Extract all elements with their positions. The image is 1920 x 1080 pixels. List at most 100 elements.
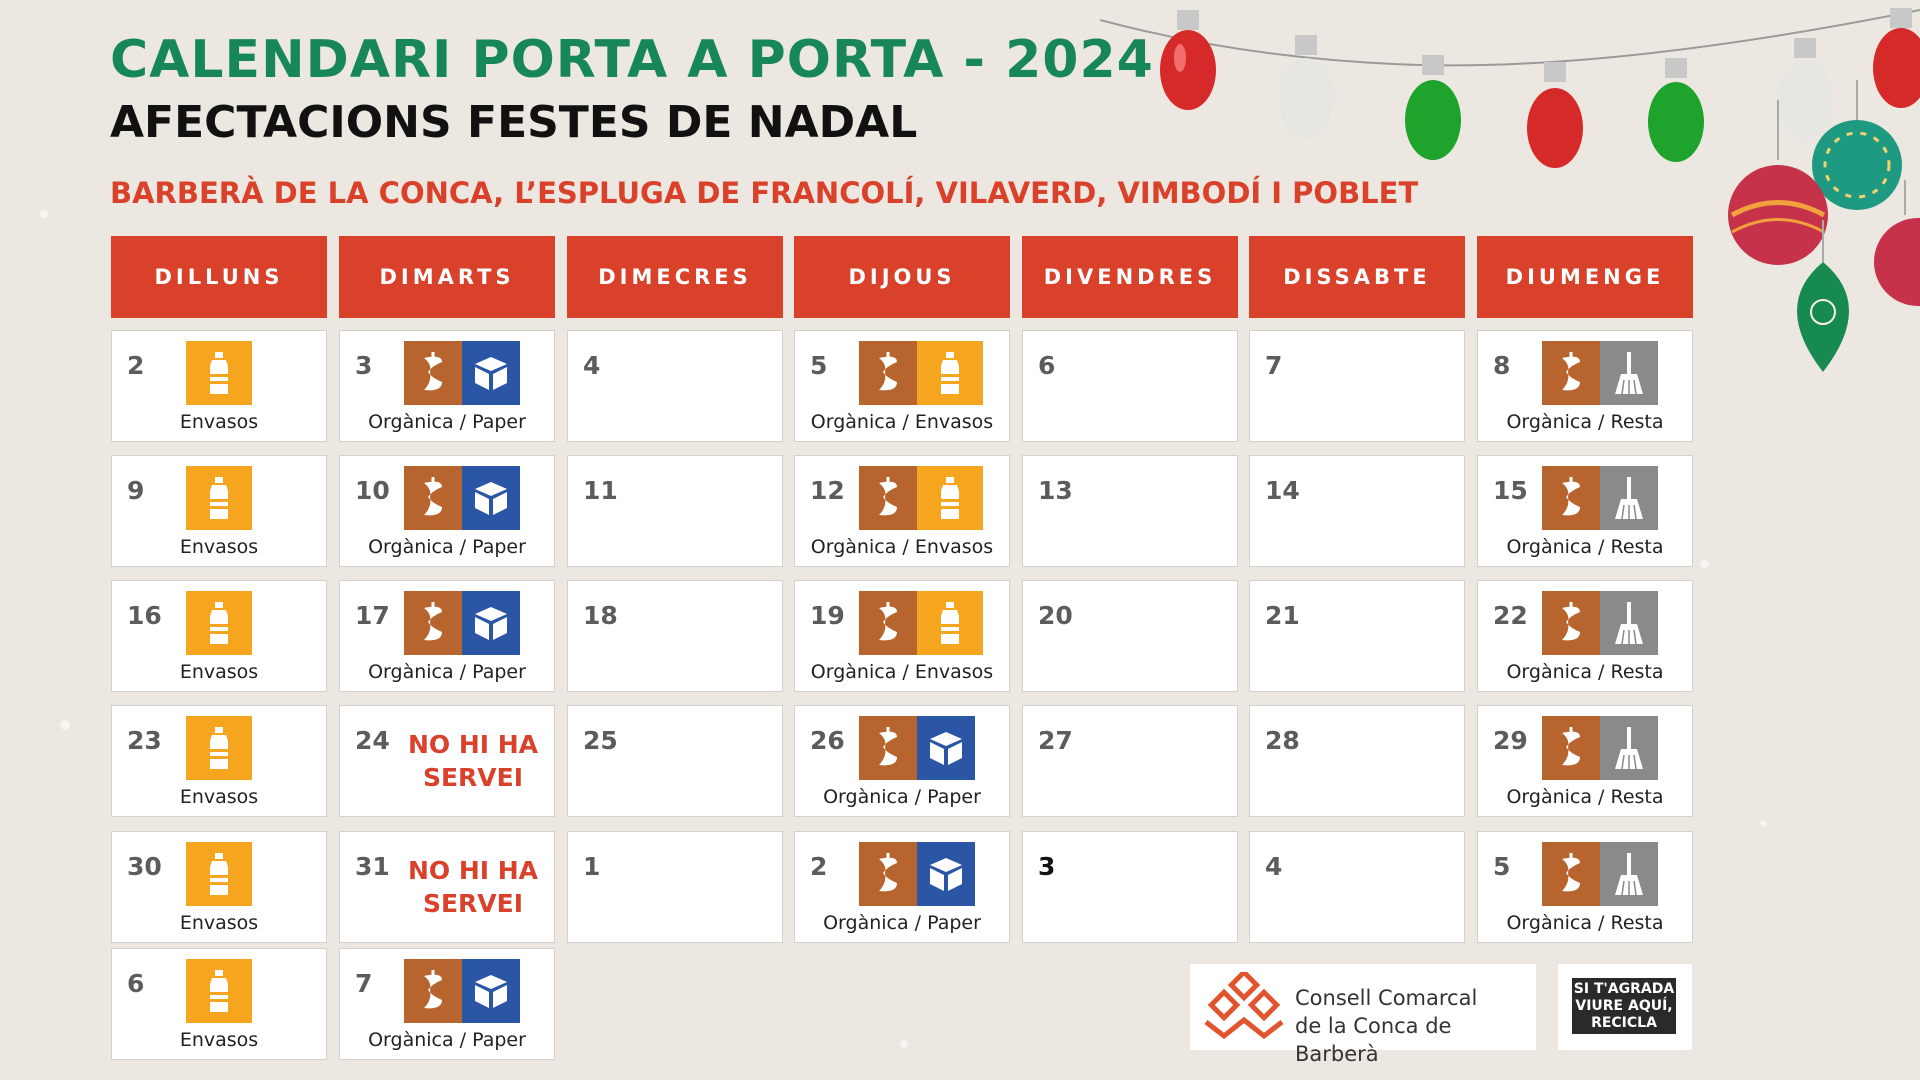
- calendar-day-cell: 5 Orgànica / Envasos: [794, 330, 1010, 442]
- day-number: 1: [583, 852, 601, 881]
- waste-icons: [1542, 591, 1658, 655]
- weekday-header: DIUMENGE: [1477, 236, 1693, 318]
- weekday-header: DIMECRES: [567, 236, 783, 318]
- apple-core-icon: [404, 959, 462, 1023]
- waste-icons: [859, 341, 983, 405]
- snow-dot: [1700, 560, 1709, 569]
- campaign-stamp: SI T'AGRADA VIURE AQUÍ, RECICLA: [1572, 978, 1676, 1034]
- waste-icons: [1542, 341, 1658, 405]
- day-number: 27: [1038, 726, 1073, 755]
- bottle-icon: [917, 466, 983, 530]
- calendar-day-cell: 2 Orgànica / Paper: [794, 831, 1010, 943]
- snow-dot: [40, 210, 48, 218]
- day-number: 29: [1493, 726, 1528, 755]
- broom-icon: [1600, 842, 1658, 906]
- calendar-day-cell: 2 Envasos: [111, 330, 327, 442]
- day-number: 31: [355, 852, 390, 881]
- collection-label: Envasos: [179, 411, 259, 433]
- day-number: 26: [810, 726, 845, 755]
- bottle-icon: [186, 842, 252, 906]
- day-number: 4: [1265, 852, 1283, 881]
- calendar-day-cell: 28: [1249, 705, 1465, 817]
- calendar-day-cell: 24 NO HI HA SERVEI: [339, 705, 555, 817]
- no-service-notice: NO HI HA SERVEI: [400, 728, 546, 794]
- broom-icon: [1600, 591, 1658, 655]
- day-number: 21: [1265, 601, 1300, 630]
- calendar-day-cell: 4: [567, 330, 783, 442]
- collection-label: Orgànica / Resta: [1506, 411, 1664, 433]
- campaign-line: SI T'AGRADA: [1573, 980, 1675, 997]
- council-name: Consell Comarcal de la Conca de Barberà: [1295, 984, 1536, 1068]
- calendar-day-cell: 16 Envasos: [111, 580, 327, 692]
- day-number: 5: [810, 351, 828, 380]
- calendar-day-cell: 30 Envasos: [111, 831, 327, 943]
- calendar-day-cell: 6: [1022, 330, 1238, 442]
- waste-icons: [404, 466, 520, 530]
- day-number: 18: [583, 601, 618, 630]
- campaign-line: VIURE AQUÍ,: [1575, 997, 1673, 1014]
- collection-label: Orgànica / Paper: [368, 661, 526, 683]
- calendar-day-cell: 15 Orgànica / Resta: [1477, 455, 1693, 567]
- weekday-header: DIJOUS: [794, 236, 1010, 318]
- page-title: CALENDARI PORTA A PORTA - 2024: [110, 30, 1154, 90]
- calendar-day-cell: 23 Envasos: [111, 705, 327, 817]
- box-icon: [462, 466, 520, 530]
- bottle-icon: [186, 591, 252, 655]
- day-number: 7: [1265, 351, 1283, 380]
- box-icon: [917, 842, 975, 906]
- waste-icons: [859, 716, 975, 780]
- collection-label: Orgànica / Resta: [1506, 786, 1664, 808]
- calendar-day-cell: 26 Orgànica / Paper: [794, 705, 1010, 817]
- day-number: 7: [355, 969, 373, 998]
- day-number: 11: [583, 476, 618, 505]
- apple-core-icon: [859, 341, 917, 405]
- day-number: 6: [127, 969, 145, 998]
- day-number: 17: [355, 601, 390, 630]
- day-number: 23: [127, 726, 162, 755]
- collection-label: Envasos: [179, 786, 259, 808]
- bauble-icon: [1797, 220, 1849, 372]
- calendar-day-cell: 20: [1022, 580, 1238, 692]
- calendar-day-cell: 29 Orgànica / Resta: [1477, 705, 1693, 817]
- apple-core-icon: [404, 466, 462, 530]
- no-service-line: SERVEI: [422, 889, 524, 918]
- collection-label: Orgànica / Envasos: [810, 536, 994, 558]
- apple-core-icon: [1542, 466, 1600, 530]
- day-number: 2: [127, 351, 145, 380]
- calendar-day-cell: 4: [1249, 831, 1465, 943]
- day-number: 19: [810, 601, 845, 630]
- box-icon: [917, 716, 975, 780]
- calendar-day-cell: 25: [567, 705, 783, 817]
- collection-label: Orgànica / Resta: [1506, 661, 1664, 683]
- bottle-icon: [186, 716, 252, 780]
- bauble-icon: [1812, 80, 1902, 210]
- collection-label: Envasos: [179, 912, 259, 934]
- day-number: 15: [1493, 476, 1528, 505]
- bauble-icon: [1728, 100, 1828, 265]
- box-icon: [462, 341, 520, 405]
- calendar-day-cell: 6 Envasos: [111, 948, 327, 1060]
- waste-icons: [186, 716, 252, 780]
- calendar-day-cell: 14: [1249, 455, 1465, 567]
- recycle-campaign-logo: SI T'AGRADA VIURE AQUÍ, RECICLA: [1558, 964, 1692, 1050]
- towns-heading: BARBERÀ DE LA CONCA, L’ESPLUGA DE FRANCO…: [110, 176, 1419, 210]
- waste-icons: [186, 591, 252, 655]
- waste-icons: [1542, 716, 1658, 780]
- calendar-day-cell: 21: [1249, 580, 1465, 692]
- day-number: 2: [810, 852, 828, 881]
- apple-core-icon: [1542, 591, 1600, 655]
- bottle-icon: [186, 466, 252, 530]
- day-number: 6: [1038, 351, 1056, 380]
- collection-label: Orgànica / Resta: [1506, 536, 1664, 558]
- box-icon: [462, 591, 520, 655]
- waste-icons: [186, 341, 252, 405]
- apple-core-icon: [1542, 341, 1600, 405]
- day-number: 30: [127, 852, 162, 881]
- no-service-line: NO HI HA: [407, 856, 539, 885]
- council-logo: Consell Comarcal de la Conca de Barberà: [1190, 964, 1536, 1066]
- box-icon: [462, 959, 520, 1023]
- council-name-line: Consell Comarcal: [1295, 986, 1478, 1010]
- light-bulb-icon: [1777, 38, 1833, 140]
- calendar-day-cell: 13: [1022, 455, 1238, 567]
- day-number: 9: [127, 476, 145, 505]
